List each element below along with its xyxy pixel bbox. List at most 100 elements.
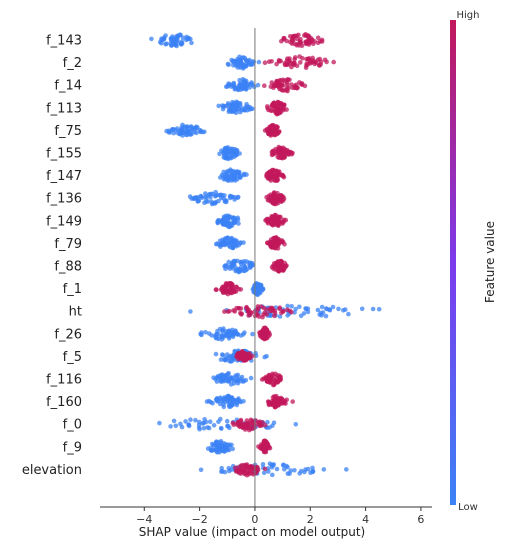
shap-point [215,375,221,380]
shap-point [359,306,365,312]
shap-point [264,353,269,359]
shap-point [226,81,231,86]
shap-point [282,78,288,84]
feature-label-f-160: f_160 [46,395,82,410]
shap-point [218,357,224,362]
feature-row-f-147 [218,167,287,183]
shap-point [278,78,283,83]
shap-point [218,416,223,422]
shap-point [323,306,329,311]
shap-point [243,357,249,363]
feature-row-f-160 [204,393,296,410]
shap-point [285,303,290,309]
shap-point [213,194,218,199]
x-axis-ticks: −4 −2 0 2 4 6 [136,507,424,526]
shap-point [248,417,254,423]
shap-point [188,309,193,314]
shap-point [186,423,192,429]
shap-point [268,171,274,176]
shap-point [228,284,234,290]
shap-point [229,442,234,448]
shap-point [234,149,239,155]
shap-point [228,84,234,89]
shap-point [277,305,283,311]
shap-point [215,220,221,225]
shap-point [270,395,276,400]
shap-point [240,61,246,67]
shap-point [180,35,186,41]
shap-point [264,195,269,200]
shap-point [231,80,237,86]
shap-point [270,126,276,131]
shap-point [211,423,217,428]
feature-row-elevation [198,461,349,478]
shap-point [228,168,234,174]
shap-point [282,260,288,266]
shap-point [284,38,290,44]
shap-point [223,173,228,178]
shap-point [285,471,291,476]
shap-point [273,245,278,251]
shap-point [222,309,227,314]
shap-point [270,215,275,220]
feature-row-f-143 [149,32,325,49]
shap-point [258,290,263,295]
shap-point [268,192,274,197]
shap-point [193,417,198,423]
shap-point [247,81,253,87]
shap-point [268,199,273,204]
shap-point [193,125,198,131]
shap-point [272,374,278,379]
shap-point [241,379,246,384]
shap-point [288,468,294,473]
shap-point [239,374,245,380]
shap-point [159,40,164,46]
shap-point [262,438,267,444]
shap-point [227,331,232,336]
shap-point [278,199,284,204]
shap-point [343,307,348,312]
shap-point [272,150,278,156]
shap-point [235,421,241,427]
shap-point [277,102,283,107]
shap-point [203,419,209,425]
shap-point [222,373,228,378]
shap-point [318,59,324,65]
shap-point [271,420,277,426]
shap-point [267,425,272,430]
shap-point [180,122,185,128]
shap-point [213,351,219,357]
shap-point [238,259,243,265]
shap-point [284,62,289,67]
shap-point [279,221,285,226]
feature-label-f-147: f_147 [46,169,82,184]
shap-point [269,462,275,468]
shap-point [220,221,226,227]
shap-point [320,310,326,315]
shap-point [275,379,280,385]
shap-point [214,398,220,404]
shap-point [272,402,277,408]
x-tick-label: −4 [136,513,152,526]
shap-point [276,269,282,274]
shap-point [276,144,282,150]
shap-point [266,469,271,474]
shap-point [225,309,231,314]
shap-point [237,169,242,175]
shap-point [189,196,194,201]
shap-point [323,313,329,319]
x-tick-label: −2 [191,513,207,526]
shap-point [198,467,204,473]
shap-point [300,56,305,61]
shap-point [217,440,223,445]
shap-point [206,331,212,336]
shap-point [284,150,290,155]
shap-point [271,82,277,88]
shap-point [232,239,237,244]
shap-point [229,264,234,270]
shap-point [272,313,277,319]
shap-point [213,440,219,445]
feature-row-f-1 [213,281,266,298]
shap-point [234,374,240,379]
